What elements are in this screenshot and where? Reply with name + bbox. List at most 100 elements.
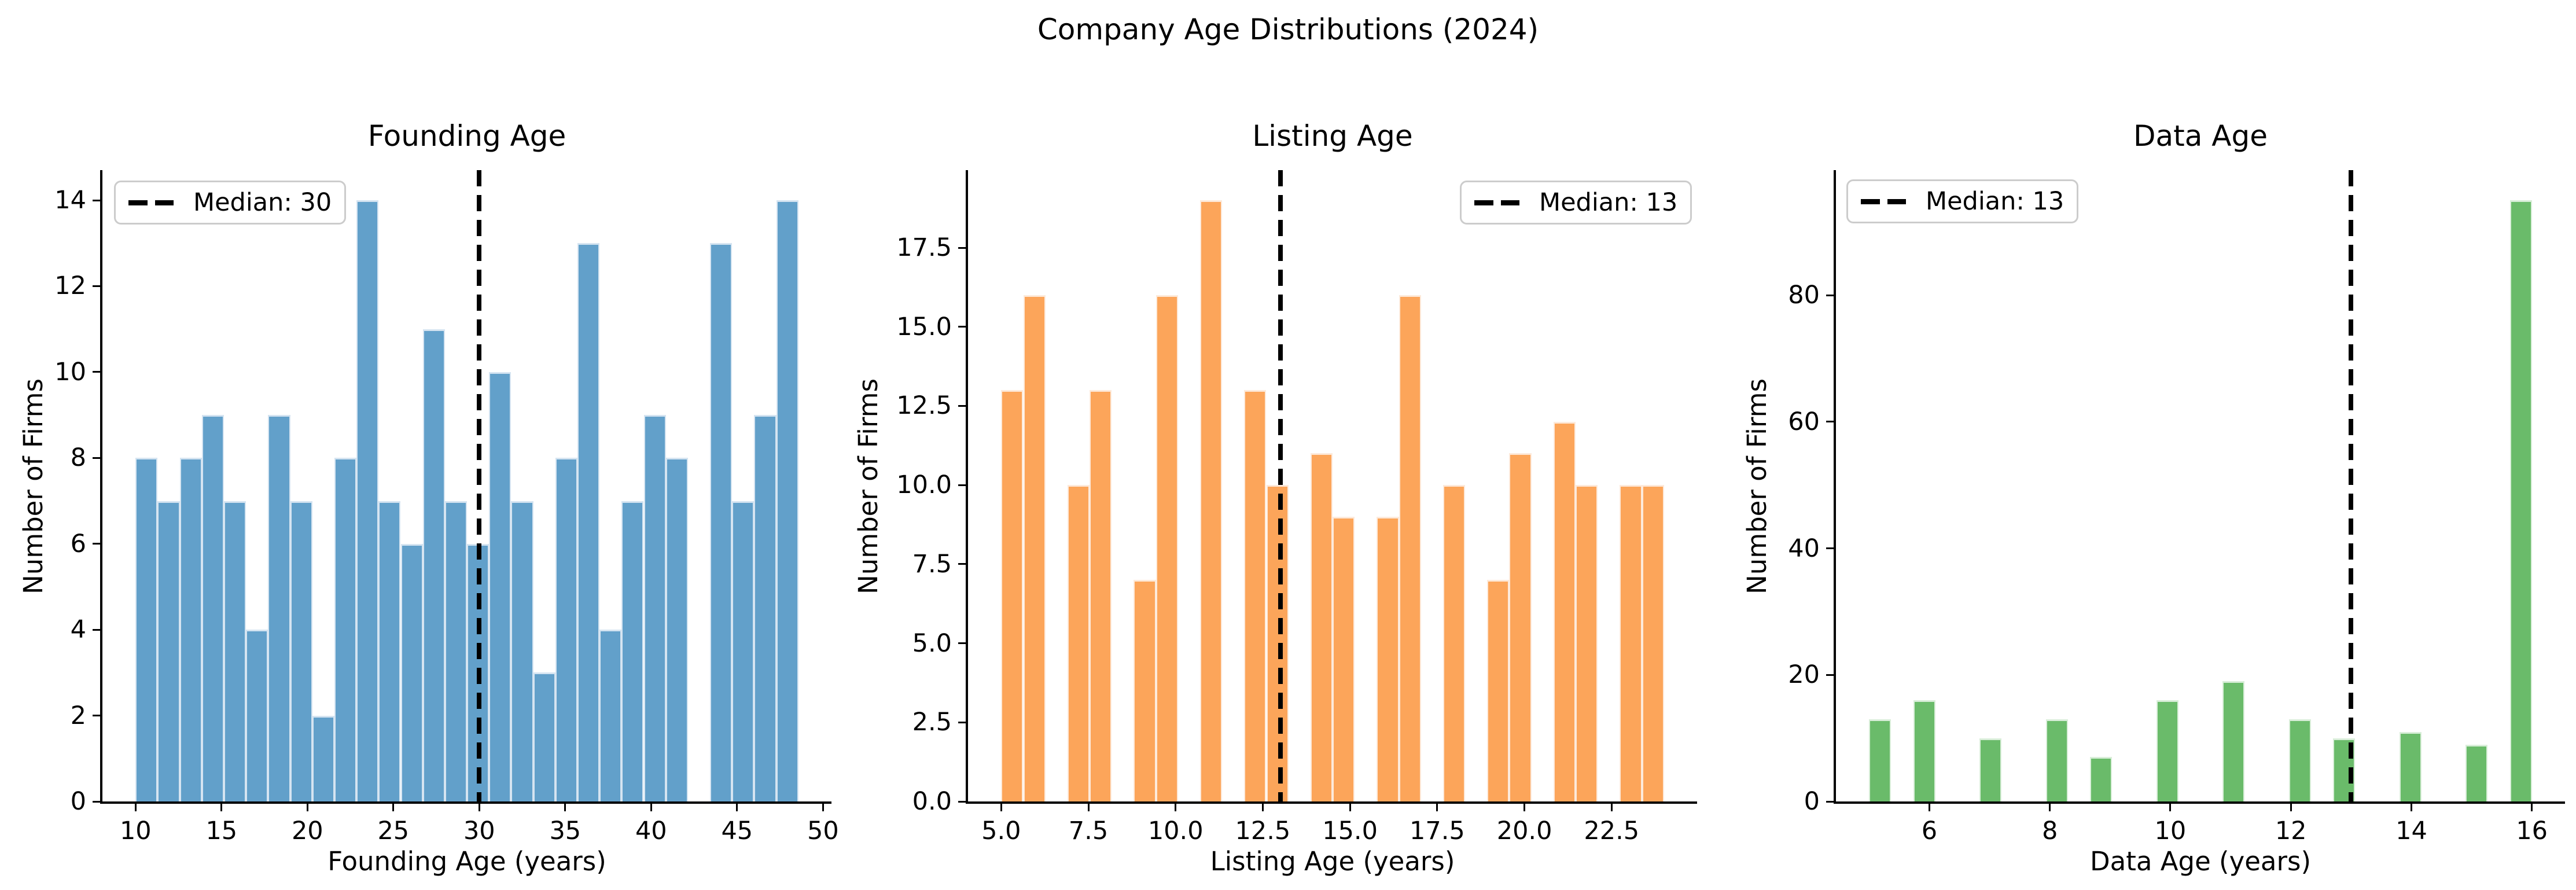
x-tick-label: 15 xyxy=(205,817,238,845)
histogram-bar xyxy=(1155,295,1178,801)
x-axis-label: Listing Age (years) xyxy=(1210,846,1455,877)
y-tick-mark xyxy=(93,543,100,545)
x-tick-label: 10.0 xyxy=(1147,817,1204,845)
histogram-bar xyxy=(2222,681,2245,801)
x-tick-label: 45 xyxy=(721,817,753,845)
x-axis-label: Data Age (years) xyxy=(2089,846,2312,877)
histogram-bar xyxy=(268,415,290,801)
x-tick-label: 22.5 xyxy=(1584,817,1640,845)
histogram-bar xyxy=(1913,700,1935,801)
x-tick-mark xyxy=(134,804,137,811)
median-line xyxy=(477,170,482,801)
y-tick-label: 10 xyxy=(54,357,86,387)
y-tick-mark xyxy=(1826,294,1834,296)
histogram-bar xyxy=(555,458,577,801)
x-tick-mark xyxy=(822,804,824,811)
y-tick-label: 6 xyxy=(70,529,86,558)
histogram-bar xyxy=(290,501,312,801)
x-tick-mark xyxy=(220,804,223,811)
x-tick-mark xyxy=(1436,804,1438,811)
y-tick-label: 0 xyxy=(1804,787,1820,816)
histogram-bar xyxy=(2045,719,2068,801)
histogram-bar xyxy=(2465,744,2488,801)
histogram-bar xyxy=(599,630,622,801)
x-tick-label: 8 xyxy=(2042,817,2058,845)
legend: Median: 13 xyxy=(1846,179,2079,223)
histogram-bar xyxy=(378,501,401,801)
histogram-bar xyxy=(1979,738,2002,801)
histogram-bar xyxy=(776,200,798,801)
histogram-bar xyxy=(710,243,733,801)
y-tick-label: 40 xyxy=(1788,534,1820,563)
histogram-bar xyxy=(754,415,777,801)
legend-label: Median: 13 xyxy=(1926,187,2065,216)
histogram-bar xyxy=(1244,390,1267,801)
y-tick-label: 8 xyxy=(70,443,86,473)
histogram-bar xyxy=(1199,200,1223,801)
subplot-title: Listing Age xyxy=(1252,119,1413,153)
x-tick-label: 12 xyxy=(2275,817,2307,845)
histogram-bar xyxy=(135,458,158,801)
x-axis-spine xyxy=(1834,801,2565,804)
subplot-title: Data Age xyxy=(2133,119,2268,153)
x-tick-mark xyxy=(1928,804,1930,811)
x-tick-mark xyxy=(1523,804,1526,811)
subplot-title: Founding Age xyxy=(367,119,566,153)
y-tick-mark xyxy=(958,484,966,486)
legend: Median: 30 xyxy=(114,181,347,225)
histogram-bar xyxy=(1134,580,1156,801)
x-tick-label: 6 xyxy=(1921,817,1938,845)
x-tick-mark xyxy=(1261,804,1264,811)
histogram-bar xyxy=(2509,200,2532,801)
histogram-bar xyxy=(1487,580,1510,801)
histogram-bar xyxy=(665,458,688,801)
histogram-bar xyxy=(312,715,334,801)
histogram-bar xyxy=(422,329,445,801)
x-axis-spine xyxy=(966,801,1697,804)
y-tick-mark xyxy=(1826,421,1834,423)
x-tick-label: 40 xyxy=(635,817,667,845)
y-tick-label: 0 xyxy=(70,787,86,816)
x-tick-mark xyxy=(2531,804,2533,811)
legend-label: Median: 13 xyxy=(1539,188,1678,217)
y-tick-label: 60 xyxy=(1788,407,1820,436)
histogram-bar xyxy=(1869,719,1891,801)
histogram-bar xyxy=(1576,485,1598,801)
y-tick-mark xyxy=(958,326,966,328)
x-tick-mark xyxy=(564,804,566,811)
x-tick-label: 25 xyxy=(377,817,410,845)
dashed-line-icon xyxy=(1861,198,1906,204)
histogram-bar xyxy=(2288,719,2311,801)
median-line xyxy=(2349,170,2354,801)
histogram-bar xyxy=(1399,295,1421,801)
y-tick-label: 2.5 xyxy=(912,708,952,737)
histogram-bar xyxy=(1266,485,1289,801)
x-tick-label: 15.0 xyxy=(1322,817,1378,845)
x-tick-mark xyxy=(1349,804,1351,811)
x-tick-mark xyxy=(392,804,395,811)
x-tick-mark xyxy=(2411,804,2412,811)
y-tick-label: 0.0 xyxy=(912,787,952,816)
x-tick-label: 5.0 xyxy=(981,817,1021,845)
x-tick-label: 12.5 xyxy=(1235,817,1291,845)
y-tick-label: 4 xyxy=(70,615,86,645)
y-tick-mark xyxy=(1826,547,1834,549)
median-line xyxy=(1278,170,1283,801)
x-tick-label: 10 xyxy=(2154,817,2187,845)
histogram-bar xyxy=(1620,485,1642,801)
y-tick-label: 2 xyxy=(70,701,86,730)
plot-area: 6 8 10 12 14 16 0 20 40 60 80 xyxy=(1788,170,2565,845)
histogram-bar xyxy=(1090,390,1112,801)
y-tick-label: 15.0 xyxy=(896,312,952,341)
y-tick-label: 12 xyxy=(54,271,86,301)
x-tick-label: 20 xyxy=(291,817,323,845)
x-tick-mark xyxy=(736,804,738,811)
histogram-bar xyxy=(2090,757,2113,801)
x-axis-label: Founding Age (years) xyxy=(327,846,606,877)
y-tick-mark xyxy=(958,404,966,407)
y-tick-label: 17.5 xyxy=(896,233,952,262)
histogram-bar xyxy=(2156,700,2178,801)
dashed-line-icon xyxy=(128,200,174,205)
y-tick-label: 7.5 xyxy=(912,549,952,579)
